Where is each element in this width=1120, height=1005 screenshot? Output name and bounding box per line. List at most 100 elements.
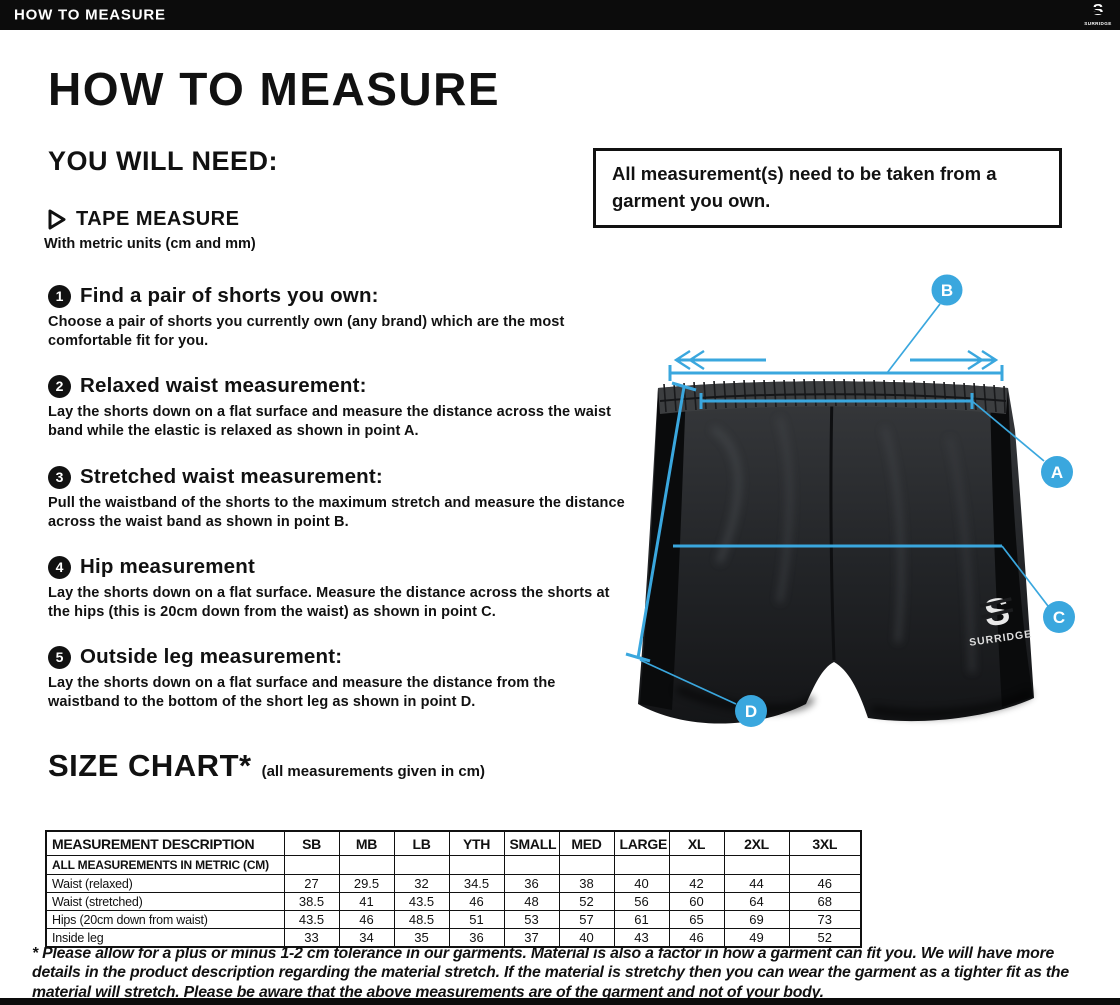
notice-box: All measurement(s) need to be taken from…	[593, 148, 1062, 228]
badge-C-circle	[1043, 601, 1075, 633]
step-3: 3 Stretched waist measurement: Pull the …	[48, 465, 626, 532]
step-1-body: Choose a pair of shorts you currently ow…	[48, 314, 565, 349]
outside-leg-line-D	[625, 381, 697, 663]
step-5-number-badge: 5	[48, 645, 71, 669]
measurement-value-cell: 46	[788, 874, 862, 893]
badge-A-circle	[1041, 456, 1073, 488]
size-col-header: SB	[283, 830, 340, 856]
measurement-label-cell: Hips (20cm down from waist)	[45, 910, 285, 929]
measurement-value-cell: 73	[788, 910, 862, 929]
step-2-head: 2 Relaxed waist measurement:	[48, 374, 626, 398]
size-col-header: 2XL	[723, 830, 790, 856]
size-col-header: XL	[668, 830, 725, 856]
step-1-head: 1 Find a pair of shorts you own:	[48, 284, 626, 308]
measurement-value-cell: 69	[723, 910, 790, 929]
empty-cell	[668, 855, 725, 875]
step-1-number-badge: 1	[48, 284, 71, 308]
measurement-value-cell: 41	[338, 892, 395, 911]
callout-badges: B A C D	[735, 274, 1075, 727]
measurement-label-cell: Waist (stretched)	[45, 892, 285, 911]
step-2-number-badge: 2	[48, 374, 71, 398]
measurement-value-cell: 61	[613, 910, 670, 929]
step-3-number-badge: 3	[48, 465, 71, 489]
surridge-logo-icon: S SURRIDGE	[1083, 2, 1113, 28]
measurement-value-cell: 36	[448, 928, 505, 948]
shorts-diagram: S SURRIDGE B A	[625, 274, 1075, 727]
measurement-value-cell: 33	[283, 928, 340, 948]
measurement-value-cell: 57	[558, 910, 615, 929]
play-triangle-icon	[48, 209, 66, 230]
measurement-value-cell: 52	[788, 928, 862, 948]
size-col-header: SMALL	[503, 830, 560, 856]
measurement-value-cell: 35	[393, 928, 450, 948]
measurement-value-cell: 43.5	[393, 892, 450, 911]
badge-D-circle	[735, 695, 767, 727]
table-row: Waist (stretched) 38.5 41 43.5 46 48 52 56 60 64 6…	[45, 892, 862, 911]
you-will-need-heading: YOU WILL NEED:	[48, 146, 279, 176]
measurement-value-cell: 48.5	[393, 910, 450, 929]
step-5-title: Outside leg measurement:	[80, 645, 343, 668]
empty-cell	[393, 855, 450, 875]
measurement-value-cell: 56	[613, 892, 670, 911]
metric-note-cell: ALL MEASUREMENTS IN METRIC (CM)	[45, 855, 285, 875]
measurement-value-cell: 46	[448, 892, 505, 911]
size-chart-table: MEASUREMENT DESCRIPTION SB MB LB YTH SMALL MED…	[45, 830, 862, 948]
measurement-value-cell: 52	[558, 892, 615, 911]
table-row: Waist (relaxed) 27 29.5 32 34.5 36 38 40 42 44 46	[45, 874, 862, 893]
double-chevron-right-icon	[967, 349, 999, 371]
top-bar: HOW TO MEASURE S SURRIDGE	[0, 0, 1120, 30]
step-2-title: Relaxed waist measurement:	[80, 374, 367, 397]
size-chart-subtitle: (all measurements given in cm)	[261, 763, 485, 780]
footnote: * Please allow for a plus or minus 1-2 c…	[32, 945, 1069, 1001]
size-col-header: LB	[393, 830, 450, 856]
page-title: HOW TO MEASURE	[48, 63, 501, 115]
size-chart-heading: SIZE CHART* (all measurements given in c…	[48, 748, 485, 784]
surridge-s-icon: S	[1090, 2, 1106, 19]
table-row: Hips (20cm down from waist) 43.5 46 48.5 51 5…	[45, 910, 862, 929]
step-1-title: Find a pair of shorts you own:	[80, 284, 379, 307]
measurement-value-cell: 38	[558, 874, 615, 893]
measurement-value-cell: 42	[668, 874, 725, 893]
badge-B-label: B	[941, 281, 953, 300]
size-chart-body: MEASUREMENT DESCRIPTION SB MB LB YTH SMALL MED…	[45, 830, 862, 948]
step-5-body: Lay the shorts down on a flat surface an…	[48, 675, 556, 710]
measurement-label-cell: Waist (relaxed)	[45, 874, 285, 893]
measurement-value-cell: 40	[613, 874, 670, 893]
measurement-value-cell: 44	[723, 874, 790, 893]
size-col-header: YTH	[448, 830, 505, 856]
empty-cell	[448, 855, 505, 875]
measurement-value-cell: 53	[503, 910, 560, 929]
callout-leaders	[639, 303, 1049, 705]
measurement-value-cell: 46	[338, 910, 395, 929]
empty-cell	[338, 855, 395, 875]
step-1: 1 Find a pair of shorts you own: Choose …	[48, 284, 626, 351]
empty-cell	[503, 855, 560, 875]
size-col-header: MB	[338, 830, 395, 856]
measurement-value-cell: 38.5	[283, 892, 340, 911]
measurement-value-cell: 49	[723, 928, 790, 948]
empty-cell	[723, 855, 790, 875]
measurement-description-header: MEASUREMENT DESCRIPTION	[45, 830, 285, 856]
measurement-lines	[625, 349, 1004, 663]
badge-B-circle	[931, 274, 963, 306]
measurement-value-cell: 65	[668, 910, 725, 929]
measurement-value-cell: 60	[668, 892, 725, 911]
table-row: Inside leg 33 34 35 36 37 40 43 46 49 52	[45, 928, 862, 948]
double-chevron-left-icon	[673, 349, 705, 371]
step-3-title: Stretched waist measurement:	[80, 465, 383, 488]
metric-note-row: ALL MEASUREMENTS IN METRIC (CM)	[45, 855, 862, 875]
step-2-body: Lay the shorts down on a flat surface an…	[48, 404, 612, 439]
size-col-header: MED	[558, 830, 615, 856]
measurement-value-cell: 64	[723, 892, 790, 911]
measurement-value-cell: 68	[788, 892, 862, 911]
measurement-value-cell: 34	[338, 928, 395, 948]
empty-cell	[283, 855, 340, 875]
step-2: 2 Relaxed waist measurement: Lay the sho…	[48, 374, 626, 441]
size-chart-title: SIZE CHART*	[48, 748, 252, 783]
size-col-header: 3XL	[788, 830, 862, 856]
badge-C-label: C	[1053, 608, 1065, 627]
tape-measure-row: TAPE MEASURE	[48, 208, 239, 231]
measurement-value-cell: 34.5	[448, 874, 505, 893]
bottom-bar	[0, 998, 1120, 1005]
